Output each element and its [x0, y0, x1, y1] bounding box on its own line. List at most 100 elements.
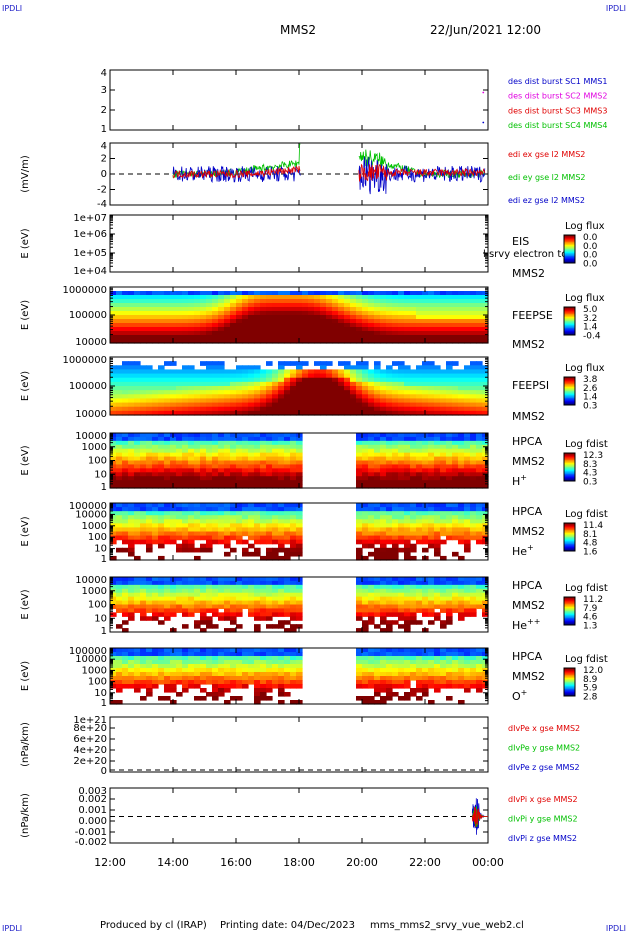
heatmap-cell [446, 456, 453, 462]
heatmap-cell [122, 612, 129, 617]
heatmap-cell [170, 361, 177, 366]
heatmap-cell [302, 323, 309, 328]
heatmap-cell [230, 386, 237, 391]
heatmap-cell [140, 440, 147, 446]
heatmap-cell [416, 444, 423, 450]
heatmap-cell [356, 373, 363, 379]
colorbar [563, 306, 576, 336]
heatmap-cell [284, 291, 291, 296]
colorbar-cell [564, 398, 575, 400]
heatmap-cell [200, 468, 207, 473]
heatmap-cell [464, 410, 471, 416]
heatmap-cell [344, 319, 351, 324]
heatmap-cell [380, 307, 387, 312]
heatmap-cell [218, 584, 225, 590]
heatmap-cell [272, 596, 279, 602]
heatmap-cell [260, 433, 267, 438]
heatmap-cell [386, 652, 393, 657]
heatmap-cell [230, 291, 237, 296]
heatmap-cell [278, 523, 285, 529]
heatmap-cell [368, 543, 375, 549]
heatmap-cell [218, 323, 225, 328]
heatmap-cell [134, 436, 141, 442]
heatmap-cell [122, 381, 129, 387]
colorbar-cell [564, 530, 575, 532]
colorbar [563, 376, 576, 406]
heatmap-cell [398, 307, 405, 312]
heatmap-cell [296, 307, 303, 312]
heatmap-cell [218, 684, 225, 689]
heatmap-cell [146, 307, 153, 312]
heatmap-cell [464, 456, 471, 462]
colorbar-cell [564, 528, 575, 531]
heatmap-cell [254, 664, 261, 669]
heatmap-cell [296, 381, 303, 387]
heatmap-cell [152, 319, 159, 324]
heatmap-cell [206, 373, 213, 379]
heatmap-cell [206, 660, 213, 665]
heatmap-cell [428, 386, 435, 391]
heatmap-cell [422, 307, 429, 312]
heatmap-cell [284, 456, 291, 462]
heatmap-cell [236, 327, 243, 332]
heatmap-cell [368, 648, 375, 653]
heatmap-cell [152, 648, 159, 653]
heatmap-cell [398, 656, 405, 661]
heatmap-cell [164, 307, 171, 312]
heatmap-cell [170, 319, 177, 324]
heatmap-cell [242, 468, 249, 473]
heatmap-cell [434, 652, 441, 657]
heatmap-cell [212, 369, 219, 375]
heatmap-cell [194, 448, 201, 454]
heatmap-cell [206, 468, 213, 473]
heatmap-cell [188, 307, 195, 312]
heatmap-cell [248, 580, 255, 586]
heatmap-cell [248, 503, 255, 508]
heatmap-cell [218, 307, 225, 312]
heatmap-cell [278, 507, 285, 512]
heatmap-cell [416, 648, 423, 653]
heatmap-cell [194, 547, 201, 553]
heatmap-cell [122, 648, 129, 653]
heatmap-cell [230, 547, 237, 553]
heatmap-cell [236, 584, 243, 590]
heatmap-cell [176, 507, 183, 512]
heatmap-cell [260, 535, 267, 541]
heatmap-cell [284, 527, 291, 533]
heatmap-cell [278, 365, 285, 371]
heatmap-cell [224, 291, 231, 296]
heatmap-cell [434, 373, 441, 379]
heatmap-cell [230, 433, 237, 438]
heatmap-cell [434, 440, 441, 446]
heatmap-cell [464, 584, 471, 590]
heatmap-cell [224, 339, 231, 344]
heatmap-cell [212, 386, 219, 391]
heatmap-cell [242, 596, 249, 602]
heatmap-cell [170, 472, 177, 477]
heatmap-cell [200, 406, 207, 412]
heatmap-cell [110, 577, 117, 582]
heatmap-cell [410, 476, 417, 481]
heatmap-cell [398, 390, 405, 395]
heatmap-cell [422, 440, 429, 446]
heatmap-cell [452, 672, 459, 677]
heatmap-cell [290, 616, 297, 621]
heatmap-cell [116, 335, 123, 340]
heatmap-cell [224, 507, 231, 512]
heatmap-cell [194, 535, 201, 541]
heatmap-cell [368, 527, 375, 533]
colorbar-tick-label: 7.9 [583, 604, 598, 614]
heatmap-cell [302, 394, 309, 400]
heatmap-cell [416, 652, 423, 657]
heatmap-cell [446, 460, 453, 466]
heatmap-cell [374, 331, 381, 336]
heatmap-cell [368, 335, 375, 340]
heatmap-cell [464, 327, 471, 332]
heatmap-cell [188, 295, 195, 300]
heatmap-cell [398, 291, 405, 296]
heatmap-cell [290, 684, 297, 689]
heatmap-cell [122, 535, 129, 541]
heatmap-cell [128, 369, 135, 375]
heatmap-cell [188, 577, 195, 582]
heatmap-cell [338, 331, 345, 336]
